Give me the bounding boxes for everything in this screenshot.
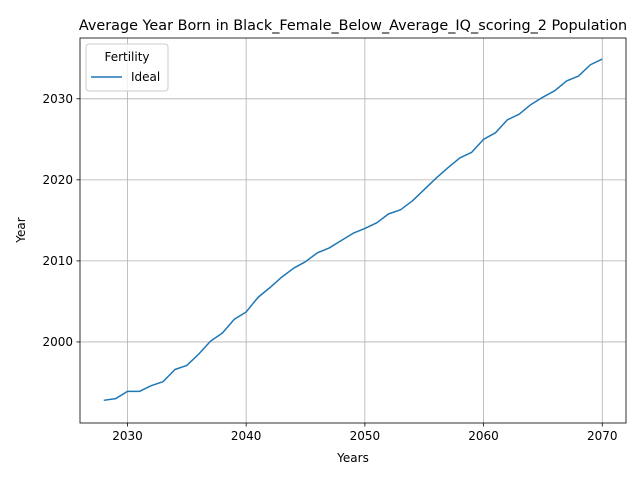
y-tick-label: 2010 (42, 254, 73, 268)
x-tick-label: 2060 (468, 429, 499, 443)
legend-title: Fertility (104, 50, 149, 64)
series-lines (103, 58, 603, 402)
axis-ticks: 2030 2040 2050 2060 2070 2000 2010 2020 2030 (42, 92, 617, 443)
grid-lines (80, 38, 626, 423)
legend: Fertility Ideal (85, 43, 169, 92)
x-axis-label: Years (336, 451, 369, 465)
x-tick-label: 2040 (231, 429, 262, 443)
x-tick-label: 2030 (112, 429, 143, 443)
y-tick-label: 2000 (42, 335, 73, 349)
plot-frame (79, 37, 627, 424)
legend-box (85, 43, 169, 92)
y-axis-label: Year (14, 217, 28, 243)
series-line-ideal (103, 58, 603, 402)
chart-title: Average Year Born in Black_Female_Below_… (79, 18, 627, 34)
x-tick-label: 2070 (587, 429, 618, 443)
x-tick-label: 2050 (350, 429, 381, 443)
y-tick-label: 2030 (42, 92, 73, 106)
y-tick-label: 2020 (42, 173, 73, 187)
legend-label-ideal: Ideal (131, 70, 160, 84)
